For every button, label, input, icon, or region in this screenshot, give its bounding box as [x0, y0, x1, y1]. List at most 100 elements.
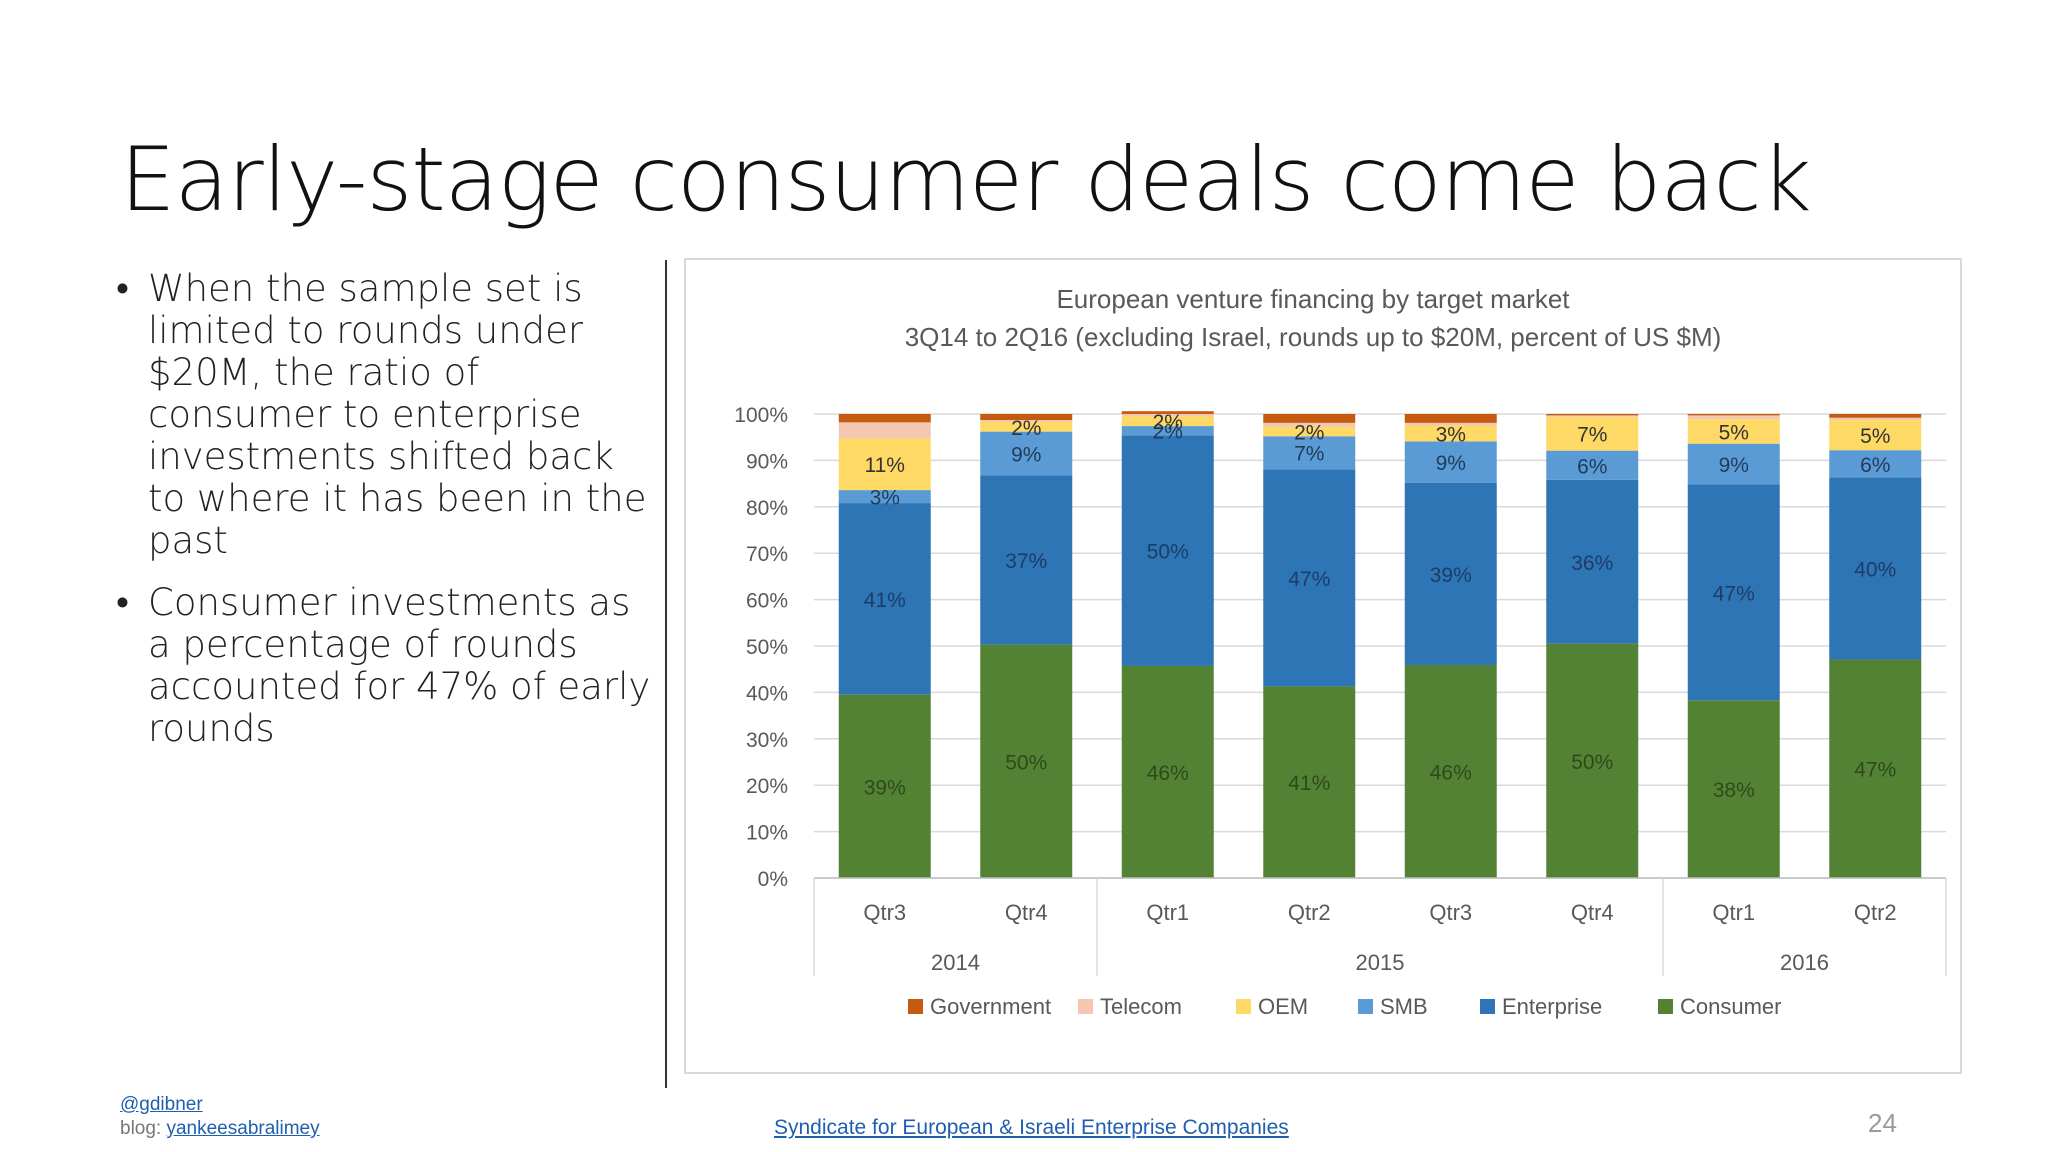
bar-segment-telecom [980, 420, 1073, 422]
y-tick-label: 20% [746, 775, 788, 798]
bar-segment-smb [1687, 443, 1780, 485]
data-label: 46% [1430, 762, 1472, 785]
x-tick-label: Qtr3 [1429, 900, 1472, 925]
bar-segment-government [1404, 414, 1497, 423]
y-tick-label: 90% [746, 450, 788, 473]
data-labels: 39%41%3%11%50%37%9%2%46%50%2%2%41%47%7%2… [864, 411, 1897, 802]
x-tick-label: Qtr3 [863, 900, 906, 925]
legend: Government Telecom OEM SMB Enterprise Consume… [908, 994, 1781, 1019]
data-label: 3% [870, 487, 900, 510]
x-tick-label: Qtr4 [1005, 900, 1048, 925]
x-tick-label: Qtr1 [1712, 900, 1755, 925]
bar-segment-oem [1829, 420, 1922, 451]
bar-segment-enterprise [980, 475, 1073, 645]
legend-swatch [1358, 999, 1373, 1014]
bar-segment-smb [838, 490, 931, 504]
y-tick-label: 40% [746, 682, 788, 705]
data-label: 37% [1005, 550, 1047, 573]
bar-segment-government [838, 414, 931, 423]
bar-segment-telecom [1404, 422, 1497, 426]
legend-label: OEM [1258, 994, 1308, 1019]
bar-segment-consumer [1121, 665, 1214, 878]
bullet-text: Consumer investments as a percentage of … [148, 581, 651, 750]
chart-title: European venture financing by target mar… [1056, 284, 1570, 314]
bar-segment-consumer [1263, 686, 1356, 878]
bar-segment-consumer [980, 644, 1073, 878]
year-group-label: 2014 [931, 950, 980, 975]
source-link[interactable]: Syndicate for European & Israeli Enterpr… [774, 1116, 1289, 1139]
data-label: 9% [1719, 454, 1749, 477]
data-label: 50% [1571, 751, 1613, 774]
y-tick-label: 10% [746, 822, 788, 845]
stacked-bar-chart: European venture financing by target mar… [734, 284, 1947, 1019]
bar-segment-oem [838, 438, 931, 491]
bar-segment-government [1121, 411, 1214, 414]
divider-line [665, 260, 667, 1088]
data-label: 39% [864, 776, 906, 799]
y-tick-label: 80% [746, 497, 788, 520]
bar-segment-oem [1687, 419, 1780, 444]
legend-label: SMB [1380, 994, 1428, 1019]
bar-segment-enterprise [1404, 482, 1497, 666]
bullet-item: • When the sample set is limited to roun… [112, 268, 652, 562]
data-label: 36% [1571, 552, 1613, 575]
bar-segment-oem [1404, 425, 1497, 442]
bar-segment-consumer [1404, 665, 1497, 878]
bar-segment-government [980, 414, 1073, 421]
bar-segment-smb [1404, 441, 1497, 483]
bullet-glyph: • [116, 581, 129, 624]
twitter-handle-link[interactable]: @gdibner [120, 1094, 203, 1115]
bullet-item: • Consumer investments as a percentage o… [112, 582, 652, 750]
bar-segment-telecom [838, 422, 931, 439]
slide-title: Early-stage consumer deals come back [120, 128, 1812, 231]
legend-swatch [908, 999, 923, 1014]
bar-segment-government [1829, 414, 1922, 418]
data-label: 6% [1577, 455, 1607, 478]
bar-segment-telecom [1121, 414, 1214, 417]
legend-label: Consumer [1680, 994, 1781, 1019]
bar-segment-consumer [1687, 700, 1780, 878]
year-group-label: 2015 [1356, 950, 1405, 975]
bar-segment-enterprise [1687, 484, 1780, 701]
bar-segment-enterprise [1121, 435, 1214, 666]
bar-segment-oem [1546, 416, 1639, 451]
y-tick-label: 50% [746, 636, 788, 659]
data-label: 50% [1147, 541, 1189, 564]
y-tick-label: 60% [746, 590, 788, 613]
data-label: 11% [865, 454, 905, 477]
legend-label: Enterprise [1502, 994, 1602, 1019]
bar-segment-consumer [838, 694, 931, 878]
bar-segment-oem [980, 421, 1073, 432]
data-label: 5% [1719, 421, 1749, 444]
data-label: 38% [1713, 779, 1755, 802]
bar-segment-government [1687, 414, 1780, 416]
legend-swatch [1480, 999, 1495, 1014]
y-tick-label: 70% [746, 543, 788, 566]
bar-segment-smb [1829, 450, 1922, 478]
data-label: 41% [1288, 772, 1330, 795]
x-tick-label: Qtr4 [1571, 900, 1614, 925]
data-label: 7% [1294, 443, 1324, 466]
bar-segment-telecom [1263, 422, 1356, 427]
data-label: 39% [1430, 564, 1472, 587]
data-label: 7% [1577, 424, 1607, 447]
x-tick-label: Qtr2 [1288, 900, 1331, 925]
bar-segment-enterprise [1546, 479, 1639, 644]
blog-link[interactable]: yankeesabralimey [166, 1118, 320, 1139]
legend-label: Telecom [1100, 994, 1182, 1019]
x-tick-label: Qtr2 [1854, 900, 1897, 925]
bar-segment-consumer [1829, 659, 1922, 878]
blog-line: blog: yankeesabralimey [120, 1118, 320, 1140]
bar-segment-government [1546, 414, 1639, 416]
y-tick-label: 0% [758, 868, 788, 891]
legend-swatch [1658, 999, 1673, 1014]
data-label: 6% [1860, 454, 1890, 477]
legend-label: Government [930, 994, 1051, 1019]
bar-segment-oem [1121, 416, 1214, 427]
y-tick-label: 100% [734, 404, 788, 427]
year-group-label: 2016 [1780, 950, 1829, 975]
bar-segment-smb [1263, 436, 1356, 470]
bar-segment-consumer [1546, 643, 1639, 878]
data-label: 47% [1713, 582, 1755, 605]
bar-segment-smb [1121, 426, 1214, 436]
